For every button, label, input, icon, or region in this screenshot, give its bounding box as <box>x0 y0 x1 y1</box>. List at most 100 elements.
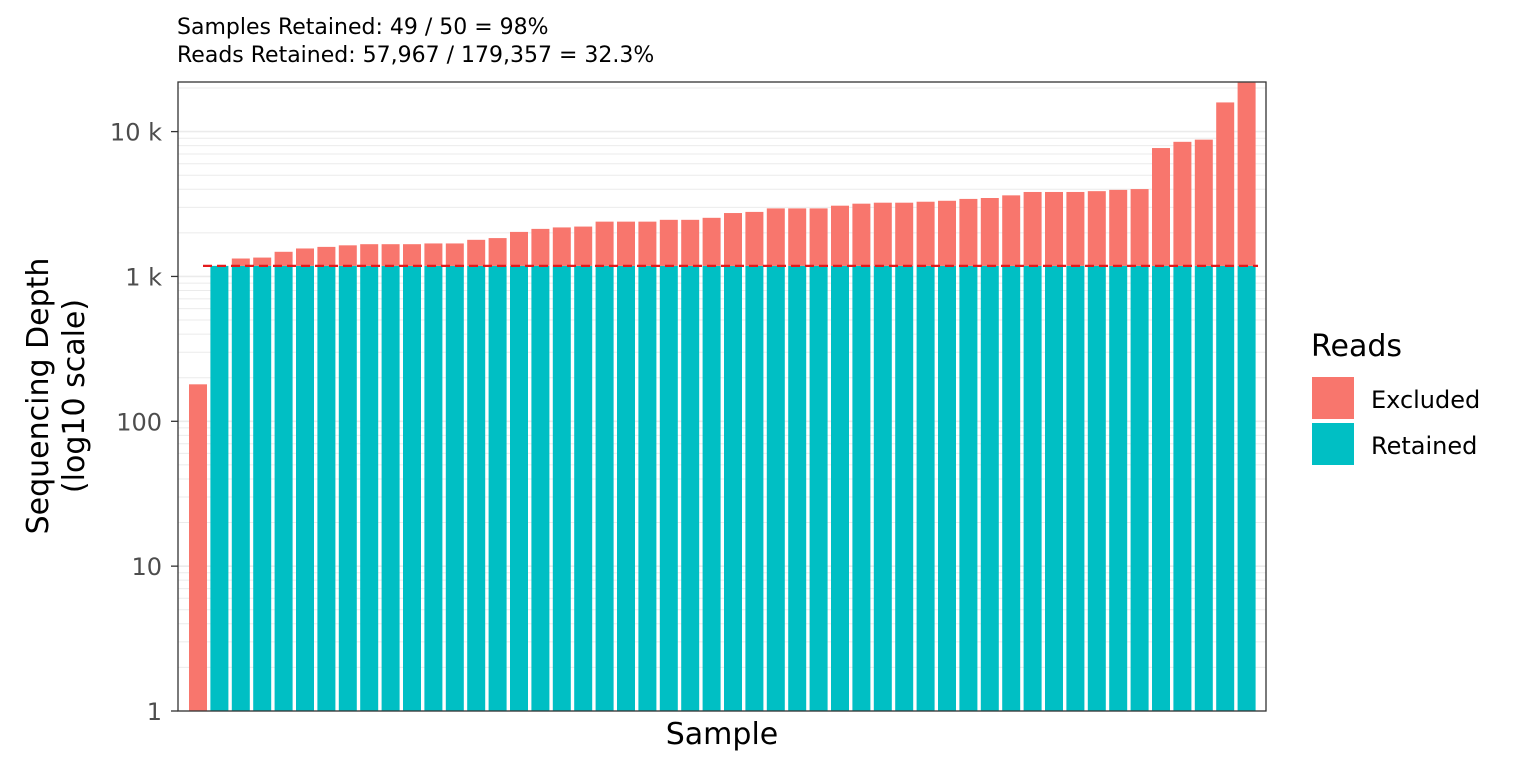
bar-retained <box>1045 265 1063 711</box>
bar-retained <box>317 265 336 711</box>
bar-excluded <box>381 244 400 266</box>
bar-retained <box>617 265 635 711</box>
bar-excluded <box>253 257 272 266</box>
bar-retained <box>552 265 571 711</box>
bar-excluded <box>1066 191 1085 266</box>
minor-gridlines <box>178 87 1266 668</box>
bar-excluded <box>681 219 700 266</box>
bar-excluded <box>574 226 593 266</box>
bar-excluded <box>1130 189 1149 266</box>
bar-excluded <box>766 208 785 266</box>
bar-excluded <box>552 227 571 266</box>
bar-excluded <box>959 198 978 266</box>
bar-excluded <box>296 248 314 266</box>
subtitle-line-2: Reads Retained: 57,967 / 179,357 = 32.3% <box>177 43 654 68</box>
bar-retained <box>467 265 486 711</box>
bar-excluded <box>1216 102 1235 266</box>
y-axis-title-line-2: (log10 scale) <box>57 299 92 493</box>
bar-retained <box>1216 265 1235 711</box>
bar-retained <box>403 265 421 711</box>
bar-retained <box>231 265 250 711</box>
bar-excluded <box>360 244 379 266</box>
bar-retained <box>1152 265 1170 711</box>
bar-excluded <box>274 251 293 266</box>
y-axis-title-line-1: Sequencing Depth <box>21 258 56 535</box>
legend-label-excluded: Excluded <box>1371 386 1480 414</box>
bar-retained <box>980 265 999 711</box>
bar-retained <box>831 265 849 711</box>
bar-retained <box>638 265 657 711</box>
legend: Reads Excluded Retained <box>1311 329 1480 465</box>
bar-retained <box>1109 265 1128 711</box>
bar-retained <box>938 265 956 711</box>
bar-retained <box>916 265 935 711</box>
bar-excluded <box>1045 191 1063 266</box>
bar-retained <box>766 265 785 711</box>
bar-excluded <box>659 219 678 266</box>
bar-excluded <box>702 217 721 266</box>
bar-retained <box>381 265 400 711</box>
bar-excluded <box>938 200 956 266</box>
subtitle-line-1: Samples Retained: 49 / 50 = 98% <box>177 15 549 40</box>
bar-retained <box>809 265 828 711</box>
plot-panel-border <box>177 81 1267 712</box>
bar-retained <box>424 265 443 711</box>
bar-excluded <box>1087 191 1106 266</box>
bar-retained <box>210 265 229 711</box>
bar-excluded <box>724 213 742 266</box>
bar-excluded <box>895 202 914 266</box>
bar-retained <box>659 265 678 711</box>
bar-retained <box>1087 265 1106 711</box>
bar-retained <box>1066 265 1085 711</box>
bar-excluded <box>745 211 764 266</box>
bar-retained <box>488 265 507 711</box>
bar-excluded <box>788 208 807 266</box>
legend-key-retained <box>1312 423 1354 465</box>
bar-retained <box>1194 265 1213 711</box>
bar-retained <box>873 265 892 711</box>
bar-retained <box>724 265 742 711</box>
bar-retained <box>895 265 914 711</box>
bar-retained <box>338 265 357 711</box>
bar-retained <box>788 265 807 711</box>
bar-excluded <box>231 258 250 266</box>
bar-retained <box>1173 265 1192 711</box>
bar-retained <box>1002 265 1021 711</box>
bar-excluded <box>1109 189 1128 266</box>
y-tick-label: 100 <box>116 408 162 436</box>
bar-excluded <box>338 245 357 266</box>
legend-title: Reads <box>1311 329 1402 364</box>
bar-retained <box>531 265 550 711</box>
y-tick-label: 10 k <box>110 119 162 147</box>
bar-excluded <box>189 384 207 711</box>
bar-excluded <box>980 198 999 266</box>
bar-excluded <box>488 238 507 266</box>
bar-excluded <box>1194 139 1213 266</box>
bar-retained <box>360 265 379 711</box>
bar-excluded <box>1152 148 1170 266</box>
bar-retained <box>274 265 293 711</box>
bar-excluded <box>831 205 849 266</box>
bar-excluded <box>445 243 464 266</box>
bar-excluded <box>1237 82 1256 266</box>
bar-excluded <box>809 208 828 266</box>
bar-retained <box>1023 265 1042 711</box>
bar-retained <box>1130 265 1149 711</box>
bar-retained <box>574 265 593 711</box>
bar-retained <box>253 265 272 711</box>
y-tick-label: 1 k <box>125 263 162 291</box>
bar-retained <box>1237 265 1256 711</box>
bar-retained <box>702 265 721 711</box>
bar-excluded <box>595 221 614 266</box>
legend-key-excluded <box>1312 377 1354 419</box>
bar-excluded <box>317 246 336 266</box>
bar-excluded <box>1173 141 1192 266</box>
bar-excluded <box>1023 191 1042 266</box>
bar-retained <box>445 265 464 711</box>
bar-retained <box>510 265 528 711</box>
bar-excluded <box>531 228 550 266</box>
y-tick-label: 10 <box>131 553 162 581</box>
bar-retained <box>959 265 978 711</box>
bar-excluded <box>916 201 935 266</box>
